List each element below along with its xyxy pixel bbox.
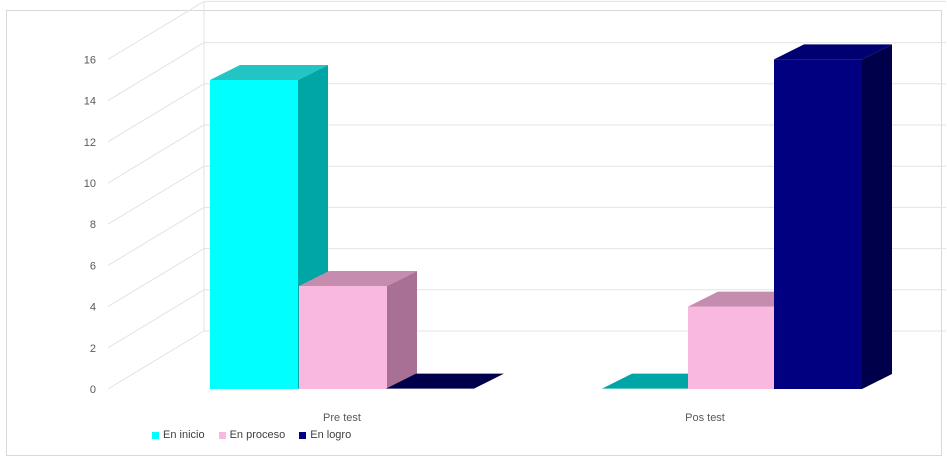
bar-side xyxy=(387,271,417,389)
legend-item-en-proceso: En proceso xyxy=(218,429,286,441)
legend-label: En inicio xyxy=(163,429,205,441)
gridline-side xyxy=(107,124,205,184)
y-tick-label: 0 xyxy=(90,384,96,396)
gridline-side xyxy=(107,248,205,308)
bar-front xyxy=(688,306,776,389)
gridline-side xyxy=(107,206,205,266)
y-tick-label: 14 xyxy=(84,96,96,108)
y-tick-label: 16 xyxy=(84,54,96,66)
bar-top xyxy=(774,44,892,60)
x-category-label: Pre test xyxy=(323,412,361,424)
legend-swatch xyxy=(152,431,159,439)
gridline-side xyxy=(107,83,205,143)
bar-front xyxy=(774,59,862,390)
y-tick-label: 12 xyxy=(84,137,96,149)
gridline-side xyxy=(107,330,205,390)
bar-en-proceso-pre-test xyxy=(299,271,417,389)
gridline-side xyxy=(107,0,205,60)
y-tick-label: 2 xyxy=(90,343,96,355)
bar-front xyxy=(299,286,387,389)
gridline-side xyxy=(107,165,205,225)
bar-front xyxy=(210,80,298,389)
bar-side xyxy=(862,44,892,390)
y-axis: 0 2 4 6 8 10 12 14 16 xyxy=(84,54,96,396)
y-tick-label: 4 xyxy=(90,302,96,314)
y-tick-label: 6 xyxy=(90,260,96,272)
bar-en-logro-pos-test xyxy=(774,44,892,390)
y-tick-label: 8 xyxy=(90,219,96,231)
bar-en-logro-pre-test xyxy=(386,373,504,389)
legend-label: En logro xyxy=(310,429,352,441)
gridline-side xyxy=(107,42,205,102)
y-tick-label: 10 xyxy=(84,178,96,190)
bar-en-inicio-pre-test xyxy=(210,65,328,389)
bar-top xyxy=(299,271,417,286)
bars xyxy=(210,44,892,390)
legend-item-en-logro: En logro xyxy=(299,429,351,441)
legend-label: En proceso xyxy=(229,429,286,441)
gridline-side xyxy=(107,289,205,349)
bar-top xyxy=(210,65,328,80)
legend: En inicio En proceso En logro xyxy=(152,429,351,441)
legend-item-en-inicio: En inicio xyxy=(152,429,205,441)
bar-top xyxy=(386,373,504,389)
x-axis: Pre test Pos test xyxy=(323,412,725,424)
x-category-label: Pos test xyxy=(685,412,725,424)
legend-swatch xyxy=(218,431,226,439)
legend-swatch xyxy=(299,431,307,439)
